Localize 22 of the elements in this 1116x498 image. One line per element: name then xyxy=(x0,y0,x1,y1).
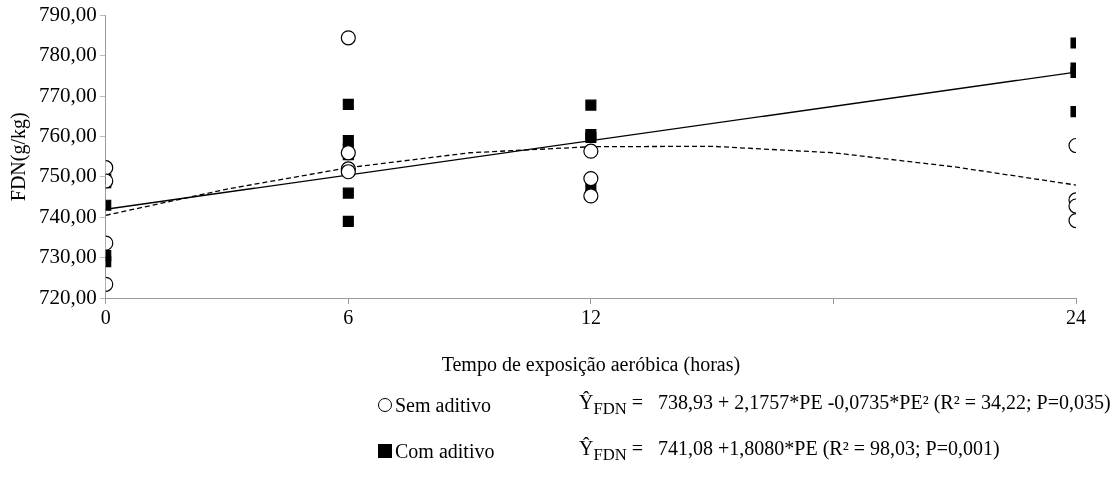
y-tick-label: 760,00 xyxy=(39,123,97,148)
y-tick-label: 730,00 xyxy=(39,244,97,269)
x-tick-label: 12 xyxy=(580,306,601,329)
y-tick-label: 780,00 xyxy=(39,42,97,67)
y-tick-label: 740,00 xyxy=(39,203,97,228)
x-axis-title: Tempo de exposição aeróbica (horas) xyxy=(441,353,741,377)
point xyxy=(585,99,597,111)
point xyxy=(342,215,354,227)
y-tick-label: 770,00 xyxy=(39,82,97,107)
point xyxy=(342,187,354,199)
x-tick-label: 0 xyxy=(100,306,111,329)
text: Ŷ$_{FDN}$ = 741,08 +1,8080*PE (R² = 98,03; P=0,001) xyxy=(579,437,1000,465)
y-tick-label: 720,00 xyxy=(39,284,97,309)
legend-label: Com aditivo xyxy=(395,439,496,463)
y-tick-label: 750,00 xyxy=(39,163,97,188)
point xyxy=(342,98,354,110)
legend-label: Sem aditivo xyxy=(395,393,493,417)
y-tick-label: 790,00 xyxy=(39,2,97,27)
y-axis-title: FDN(g/kg) xyxy=(7,112,31,202)
x-tick-label: 6 xyxy=(343,306,354,329)
x-tick-label: 24 xyxy=(1066,306,1086,329)
text: Ŷ$_{FDN}$ = 738,93 + 2,1757*PE -0,0735*PE² (R² = 34,22; P=0,035) xyxy=(579,391,1111,419)
